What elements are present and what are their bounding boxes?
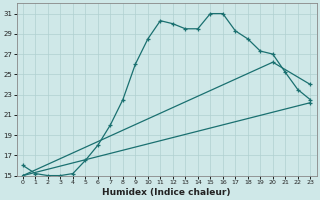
X-axis label: Humidex (Indice chaleur): Humidex (Indice chaleur): [102, 188, 231, 197]
